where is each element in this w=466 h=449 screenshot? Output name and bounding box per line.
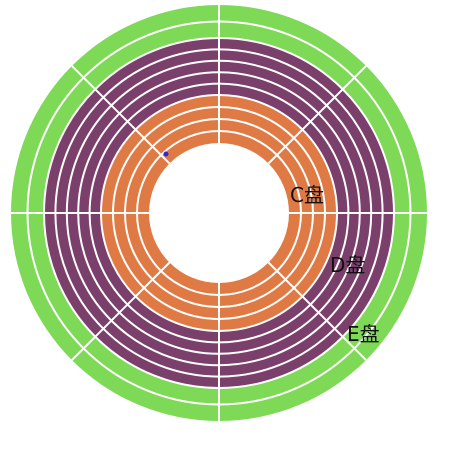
sector-line-6 bbox=[71, 261, 171, 361]
center-hole bbox=[149, 143, 289, 283]
head-marker-dot bbox=[163, 151, 169, 157]
sector-line-4 bbox=[267, 261, 367, 361]
sector-line-2 bbox=[267, 65, 367, 165]
zone-label-d: D盘 bbox=[330, 253, 365, 277]
sector-line-8 bbox=[71, 65, 171, 165]
sector-lines bbox=[11, 5, 427, 421]
zone-label-c: C盘 bbox=[290, 183, 324, 207]
zone-label-e: E盘 bbox=[347, 322, 380, 346]
